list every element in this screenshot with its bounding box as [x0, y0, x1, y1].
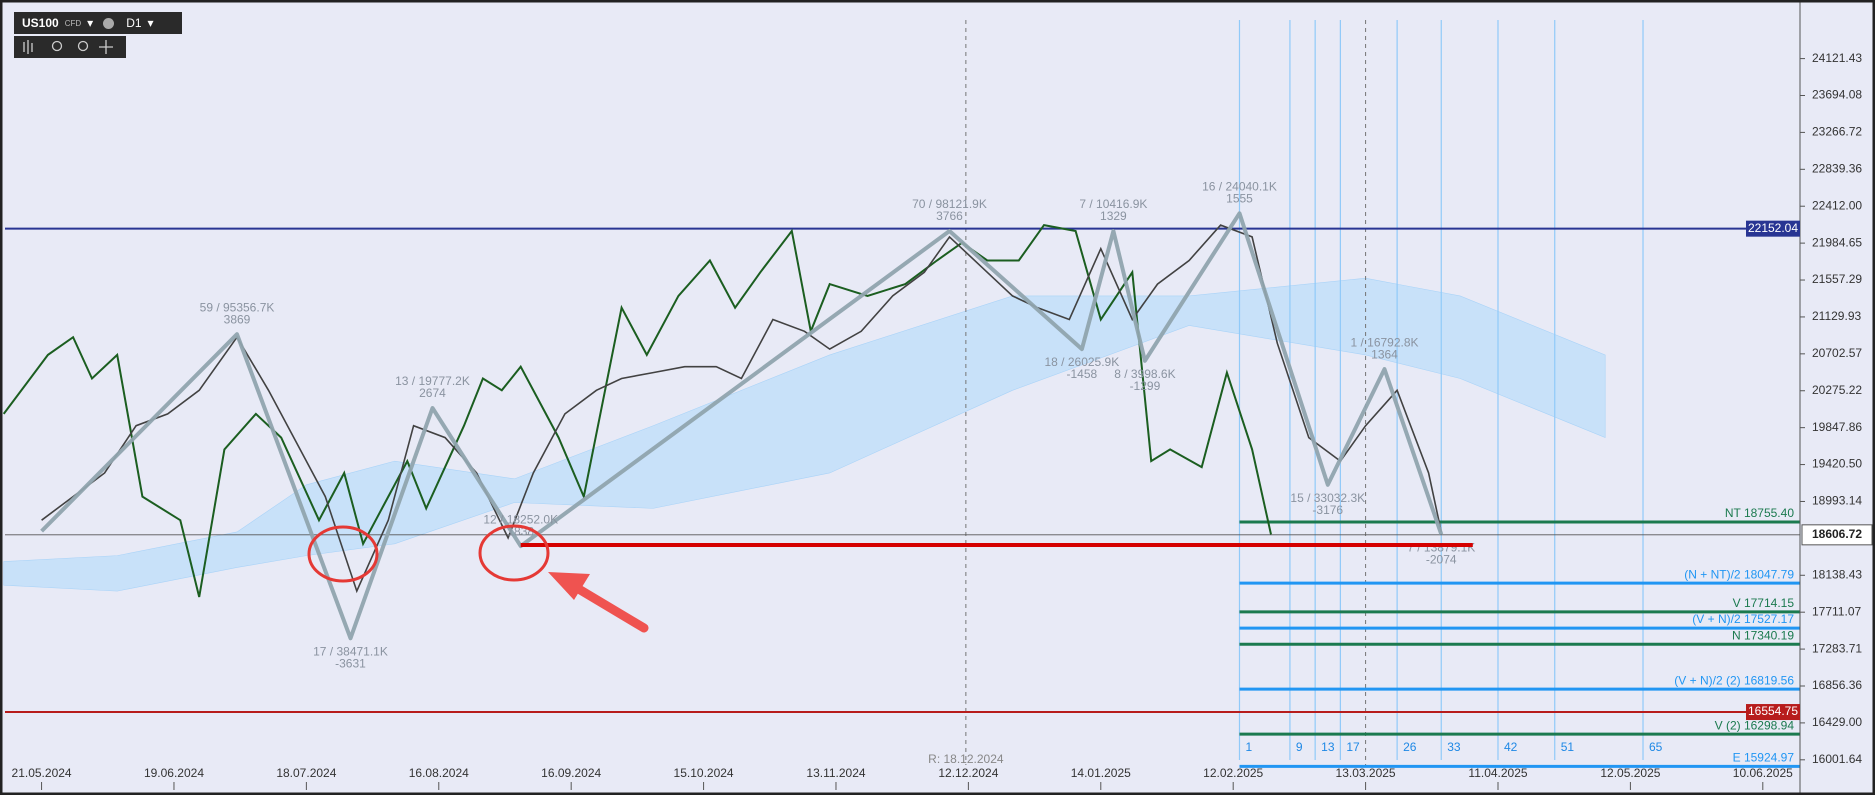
time-zone-label: 13 — [1321, 740, 1335, 754]
zigzag-label: 7 / 10416.9K — [1079, 197, 1147, 211]
y-tick-label: 18993.14 — [1812, 494, 1862, 508]
y-tick-label: 22839.36 — [1812, 161, 1862, 175]
zigzag-delta: 2674 — [419, 386, 446, 400]
zigzag-delta: -1458 — [1067, 367, 1098, 381]
session-label: R: 18.12.2024 — [928, 752, 1004, 766]
y-tick-label: 21557.29 — [1812, 272, 1862, 286]
time-zone-label: 51 — [1561, 740, 1575, 754]
projection-level-label: N 17340.19 — [1732, 628, 1794, 642]
zigzag-delta: 1838 — [507, 524, 534, 538]
price-tag — [1746, 704, 1800, 721]
price-tag-label: 16554.75 — [1748, 704, 1798, 718]
zigzag-label: 59 / 95356.7K — [200, 300, 275, 314]
price-tag — [1801, 524, 1873, 546]
zigzag-delta: -3176 — [1312, 503, 1343, 517]
x-tick-label: 15.10.2024 — [674, 766, 734, 780]
x-tick-label: 13.11.2024 — [806, 766, 865, 780]
x-tick-label: 16.09.2024 — [541, 766, 601, 780]
projection-level-label: (V + N)/2 17527.17 — [1692, 612, 1794, 626]
time-zone-label: 1 — [1245, 740, 1252, 754]
y-tick-label: 16429.00 — [1812, 715, 1862, 729]
axis-column — [1800, 0, 1875, 795]
zigzag-delta: 3766 — [936, 209, 963, 223]
price-tag-label: 18606.72 — [1812, 527, 1862, 541]
time-zone-label: 26 — [1403, 740, 1417, 754]
zigzag-delta: 1555 — [1226, 191, 1253, 205]
zigzag-delta: -3631 — [335, 656, 366, 670]
y-tick-label: 21984.65 — [1812, 235, 1862, 249]
crosshair-button[interactable] — [99, 40, 113, 54]
y-tick-label: 23266.72 — [1812, 125, 1862, 139]
instrument-type: CFD — [64, 18, 82, 28]
x-tick-label: 12.05.2025 — [1600, 766, 1660, 780]
price-line — [41, 224, 1443, 594]
x-tick-label: 16.08.2024 — [409, 766, 469, 780]
info-icon[interactable] — [103, 17, 115, 29]
zoom-in-button[interactable] — [77, 40, 89, 52]
x-tick-label: 10.06.2025 — [1733, 766, 1793, 780]
price-tag — [1746, 220, 1800, 237]
x-tick-label: 19.06.2024 — [144, 766, 204, 780]
y-tick-label: 17711.07 — [1812, 604, 1861, 618]
x-tick-label: 12.02.2025 — [1203, 766, 1263, 780]
zigzag-label: 1 / 16792.8K — [1350, 335, 1418, 349]
time-zone-label: 65 — [1649, 740, 1663, 754]
projection-level-label: (V + N)/2 (2) 16819.56 — [1674, 673, 1794, 687]
projection-level-label: V (2) 16298.94 — [1715, 718, 1795, 732]
projection-level-label: (N + NT)/2 18047.79 — [1684, 567, 1794, 581]
zigzag-label: 15 / 33032.3K — [1290, 491, 1365, 505]
x-tick-label: 11.04.2025 — [1468, 766, 1527, 780]
zigzag-label: 18 / 26025.9K — [1045, 355, 1120, 369]
y-tick-label: 20275.22 — [1812, 383, 1862, 397]
zigzag-delta: -1299 — [1130, 379, 1161, 393]
zigzag-label: 16 / 24040.1K — [1202, 179, 1277, 193]
y-tick-label: 19420.50 — [1812, 457, 1862, 471]
y-tick-label: 24121.43 — [1812, 51, 1862, 65]
y-tick-label: 17283.71 — [1812, 641, 1862, 655]
projection-level-label: NT 18755.40 — [1725, 506, 1794, 520]
lagging-line — [2, 223, 1272, 598]
y-tick-label: 20702.57 — [1812, 346, 1862, 360]
y-tick-label: 19847.86 — [1812, 420, 1862, 434]
zoom-out-button[interactable] — [51, 40, 63, 52]
tool-bar — [14, 36, 126, 58]
time-zone-label: 17 — [1346, 740, 1360, 754]
x-tick-label: 21.05.2024 — [12, 766, 72, 780]
projection-level-label: E 15924.97 — [1733, 751, 1795, 765]
zigzag-line — [40, 211, 1444, 641]
projection-level-label: V 17714.15 — [1733, 596, 1795, 610]
timeframe[interactable]: D1 — [126, 16, 142, 30]
x-tick-label: 13.03.2025 — [1336, 766, 1396, 780]
dropdown-caret[interactable]: ▾ — [147, 16, 154, 30]
zigzag-label: 12 / 18252.0K — [483, 512, 558, 526]
zigzag-delta: 1329 — [1100, 209, 1127, 223]
zigzag-delta: 3869 — [224, 312, 251, 326]
zigzag-delta: -2074 — [1426, 553, 1457, 567]
zigzag-delta: 1364 — [1371, 347, 1398, 361]
dropdown-caret[interactable]: ▾ — [87, 16, 94, 30]
x-tick-label: 18.07.2024 — [276, 766, 336, 780]
chart-type-button[interactable] — [23, 40, 33, 54]
time-zone-label: 33 — [1447, 740, 1461, 754]
time-zone-label: 9 — [1296, 740, 1303, 754]
time-zone-label: 42 — [1504, 740, 1518, 754]
x-tick-label: 12.12.2024 — [938, 766, 998, 780]
zigzag-label: 13 / 19777.2K — [395, 374, 470, 388]
x-tick-label: 14.01.2025 — [1071, 766, 1131, 780]
y-tick-label: 23694.08 — [1812, 88, 1862, 102]
symbol[interactable]: US100 — [22, 16, 59, 30]
zigzag-label: 17 / 38471.1K — [313, 644, 388, 658]
zigzag-label: 70 / 98121.9K — [912, 197, 987, 211]
y-tick-label: 22412.00 — [1812, 198, 1862, 212]
y-tick-label: 16001.64 — [1812, 752, 1862, 766]
price-tag-label: 22152.04 — [1748, 221, 1798, 235]
zigzag-label: 8 / 3998.6K — [1114, 367, 1175, 381]
symbol-bar[interactable]: US100 CFD ▾ D1 ▾ — [14, 12, 182, 34]
y-tick-label: 21129.93 — [1812, 309, 1861, 323]
y-tick-label: 18138.43 — [1812, 567, 1862, 581]
y-tick-label: 16856.36 — [1812, 678, 1862, 692]
